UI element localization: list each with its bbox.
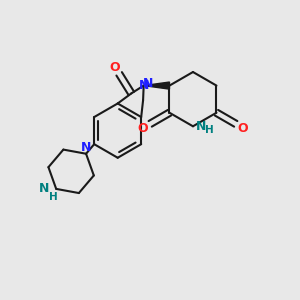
Text: O: O	[138, 122, 148, 134]
Text: N: N	[142, 77, 153, 90]
Polygon shape	[144, 82, 169, 89]
Text: O: O	[238, 122, 248, 134]
Text: O: O	[110, 61, 120, 74]
Text: H: H	[205, 124, 214, 134]
Text: N: N	[139, 79, 149, 92]
Text: N: N	[196, 120, 206, 133]
Text: H: H	[49, 192, 57, 202]
Text: N: N	[81, 141, 91, 154]
Text: N: N	[39, 182, 50, 195]
